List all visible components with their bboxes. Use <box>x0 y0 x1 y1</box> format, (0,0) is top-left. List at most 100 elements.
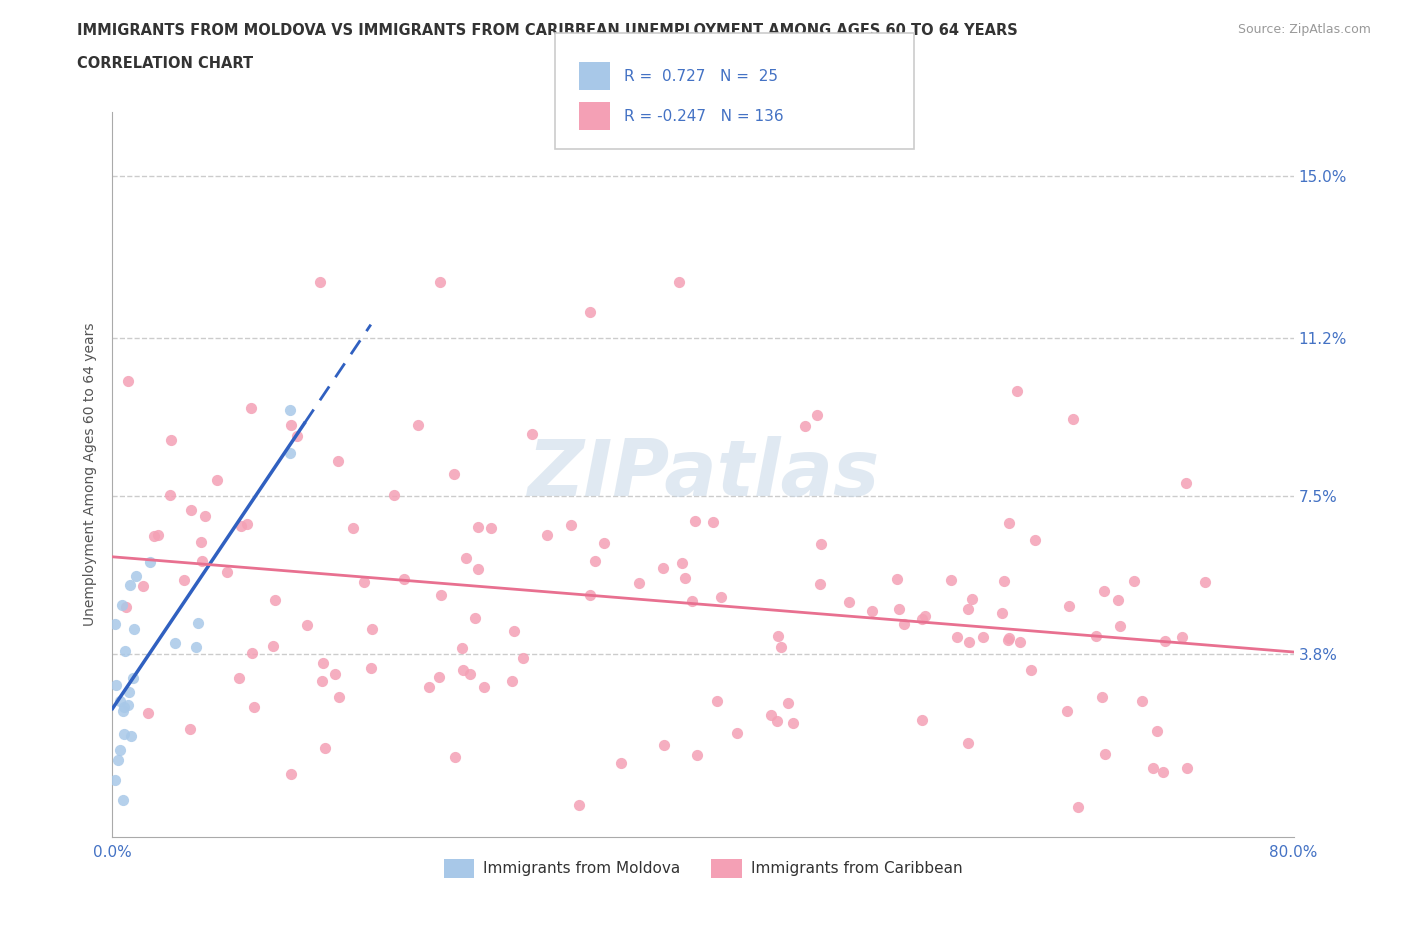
Point <box>430 588 453 603</box>
Point <box>769 640 792 655</box>
Point <box>467 561 489 576</box>
Point <box>243 700 266 715</box>
Point <box>111 597 134 612</box>
Point <box>778 696 800 711</box>
Point <box>652 561 675 576</box>
Point <box>236 516 259 531</box>
Point <box>120 578 142 592</box>
Point <box>444 750 467 764</box>
Point <box>810 537 832 551</box>
Point <box>794 418 817 433</box>
Point <box>1154 633 1177 648</box>
Point <box>628 576 651 591</box>
Point <box>1171 630 1194 644</box>
Point <box>280 418 302 432</box>
Point <box>228 671 250 685</box>
Point <box>467 520 489 535</box>
Point <box>536 528 558 543</box>
Point <box>887 602 910 617</box>
Point <box>353 574 375 589</box>
Point <box>240 645 263 660</box>
Point <box>240 400 263 415</box>
Point <box>464 610 486 625</box>
Point <box>180 503 202 518</box>
Point <box>710 590 733 604</box>
Point <box>512 650 534 665</box>
Point <box>114 644 136 658</box>
Point <box>838 594 860 609</box>
Point <box>893 617 915 631</box>
Point <box>1153 765 1175 780</box>
Point <box>962 591 984 606</box>
Point <box>1092 583 1115 598</box>
Point <box>1056 704 1078 719</box>
Point <box>860 604 883 619</box>
Point <box>993 574 1015 589</box>
Point <box>160 432 183 447</box>
Point <box>328 454 350 469</box>
Text: R =  0.727   N =  25: R = 0.727 N = 25 <box>624 69 779 84</box>
Point <box>122 621 145 636</box>
Point <box>136 706 159 721</box>
Point <box>886 572 908 587</box>
Point <box>479 521 502 536</box>
Point <box>193 509 215 524</box>
Point <box>675 570 697 585</box>
Point <box>914 608 936 623</box>
Point <box>972 630 994 644</box>
Point <box>263 592 285 607</box>
Point <box>454 551 477 565</box>
Point <box>1146 724 1168 738</box>
Point <box>297 618 319 632</box>
Point <box>1021 663 1043 678</box>
Point <box>342 521 364 536</box>
Point <box>427 670 450 684</box>
Point <box>472 680 495 695</box>
Point <box>568 797 591 812</box>
Legend: Immigrants from Moldova, Immigrants from Caribbean: Immigrants from Moldova, Immigrants from… <box>437 853 969 884</box>
Point <box>1062 412 1084 427</box>
Point <box>107 753 129 768</box>
Point <box>957 736 980 751</box>
Point <box>683 514 706 529</box>
Point <box>610 756 633 771</box>
Point <box>939 573 962 588</box>
Point <box>394 571 416 586</box>
Point <box>108 694 131 709</box>
Point <box>503 623 526 638</box>
Point <box>121 671 143 685</box>
Point <box>1175 761 1198 776</box>
Point <box>1175 476 1198 491</box>
Point <box>706 694 728 709</box>
Point <box>328 690 350 705</box>
Point <box>957 634 980 649</box>
Point <box>308 275 330 290</box>
Point <box>1142 761 1164 776</box>
Point <box>191 554 214 569</box>
Point <box>593 536 616 551</box>
Point <box>451 663 474 678</box>
Point <box>229 519 252 534</box>
Point <box>278 403 301 418</box>
Point <box>408 418 430 432</box>
Y-axis label: Unemployment Among Ages 60 to 64 years: Unemployment Among Ages 60 to 64 years <box>83 323 97 626</box>
Point <box>205 472 228 487</box>
Text: ZIPatlas: ZIPatlas <box>527 436 879 512</box>
Point <box>325 667 347 682</box>
Point <box>117 698 139 712</box>
Point <box>1057 598 1080 613</box>
Point <box>1194 575 1216 590</box>
Point <box>1094 747 1116 762</box>
Point <box>579 304 602 319</box>
Point <box>998 515 1021 530</box>
Point <box>179 722 201 737</box>
Point <box>104 677 127 692</box>
Point <box>911 612 934 627</box>
Point <box>382 487 405 502</box>
Point <box>583 553 606 568</box>
Point <box>112 699 135 714</box>
Point <box>997 632 1019 647</box>
Point <box>725 726 748 741</box>
Point <box>806 407 828 422</box>
Point <box>104 617 127 631</box>
